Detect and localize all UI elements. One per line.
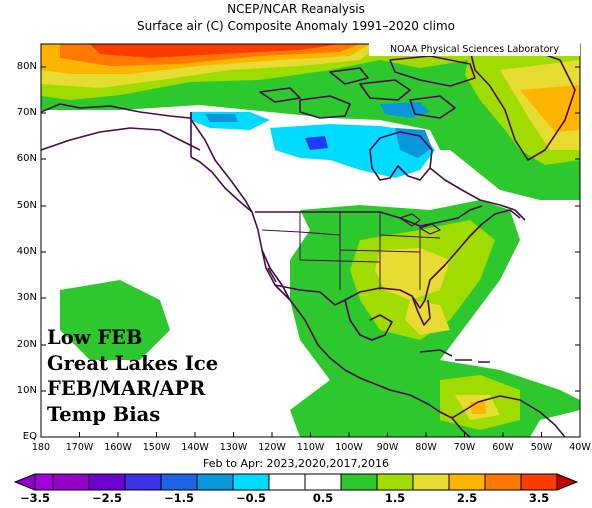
lon-label: 160W [104, 442, 132, 453]
lon-label: 130W [219, 442, 248, 453]
lon-label: 110W [296, 442, 325, 453]
credit-label: NOAA Physical Sciences Laboratory [369, 43, 580, 56]
annotation-line: Temp Bias [47, 402, 161, 426]
lon-label: 140W [181, 442, 209, 453]
period-label: Feb to Apr: 2023,2020,2017,2016 [202, 457, 390, 470]
chart-subtitle: Surface air (C) Composite Anomaly 1991–2… [136, 19, 456, 33]
colorbar-label: 2.5 [456, 491, 478, 505]
lon-label: 60W [492, 442, 514, 453]
colorbar-label: −3.5 [19, 491, 50, 505]
colorbar-label: 1.5 [384, 491, 406, 505]
colorbar-label: −2.5 [91, 491, 122, 505]
lon-label: 150W [142, 442, 171, 453]
annotation-overlay: Low FEB Great Lakes Ice FEB/MAR/APR Temp… [47, 325, 218, 427]
anomaly-field [41, 44, 580, 437]
lon-label: 50W [530, 442, 553, 453]
lon-label: 100W [335, 442, 363, 453]
colorbar-label: −0.5 [235, 491, 266, 505]
chart-title: NCEP/NCAR Reanalysis [227, 2, 365, 16]
lon-label: 180 [31, 442, 51, 453]
lon-label: 70W [453, 442, 476, 453]
coastlines [41, 45, 576, 437]
axis-ticks [41, 66, 580, 437]
annotation-line: Low FEB [47, 326, 143, 349]
lat-label: 50N [16, 200, 37, 211]
colorbar-label: −1.5 [163, 491, 194, 505]
annotation-line: FEB/MAR/APR [47, 377, 206, 400]
lat-label: EQ [22, 431, 37, 442]
colorbar-label: 3.5 [528, 491, 550, 505]
lat-label: 60N [16, 153, 37, 164]
lon-label: 40W [569, 442, 591, 453]
annotation-line: Great Lakes Ice [47, 351, 219, 375]
lon-label: 170W [65, 442, 94, 453]
colorbar [13, 473, 579, 491]
lat-label: 30N [16, 292, 37, 303]
lat-label: 10N [16, 385, 37, 396]
lon-label: 80W [415, 442, 437, 453]
lat-label: 20N [16, 339, 37, 350]
lat-label: 80N [16, 61, 37, 72]
lon-label: 90W [376, 442, 399, 453]
colorbar-label: 0.5 [312, 491, 334, 505]
colorbar-arrow-right [556, 473, 579, 491]
lon-label: 120W [258, 442, 286, 453]
lat-label: 70N [16, 107, 37, 118]
colorbar-arrow-left [13, 473, 36, 491]
lat-label: 40N [16, 246, 37, 257]
